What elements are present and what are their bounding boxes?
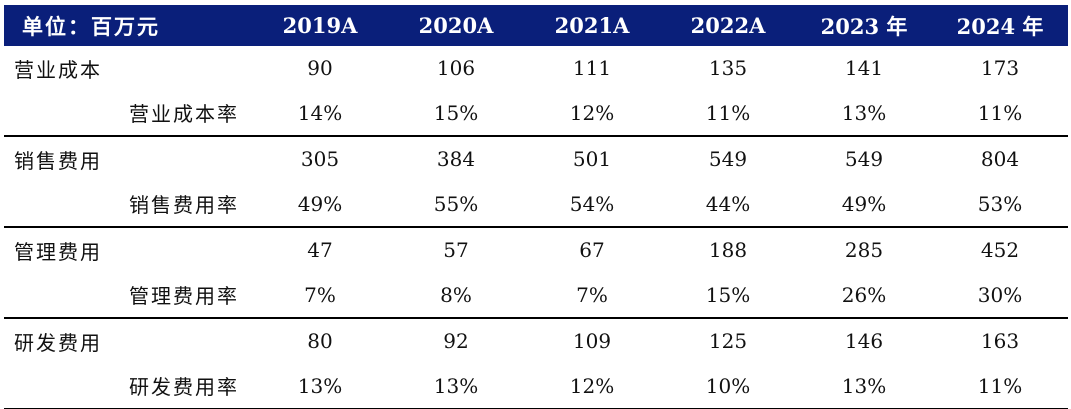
table-row: 管理费用 47 57 67 188 285 452 bbox=[4, 226, 1068, 273]
table-cell: 26% bbox=[841, 282, 887, 307]
table-cell: 15% bbox=[433, 100, 479, 125]
table-cell: 47 bbox=[252, 226, 388, 273]
table-cell: 804 bbox=[932, 135, 1068, 182]
row-label: 销售费用率 bbox=[129, 193, 239, 218]
row-label: 研发费用率 bbox=[4, 363, 252, 409]
table-cell: 90 bbox=[307, 56, 333, 81]
table-cell: 14% bbox=[297, 100, 343, 125]
table-cell: 57 bbox=[388, 226, 524, 273]
table-cell: 125 bbox=[660, 317, 796, 364]
header-year: 2022A bbox=[690, 13, 766, 38]
header-unit: 单位：百万元 bbox=[22, 13, 160, 39]
table-cell: 7% bbox=[576, 282, 608, 307]
header-year: 2020A bbox=[418, 13, 494, 38]
table-cell: 49% bbox=[841, 191, 887, 216]
header-year: 2024 年 bbox=[956, 13, 1044, 39]
table-cell: 49% bbox=[297, 191, 343, 216]
expense-table: 单位：百万元 2019A 2020A 2021A 2022A 2023 年 20… bbox=[4, 5, 1068, 409]
table-cell: 285 bbox=[796, 226, 932, 273]
table-row: 销售费用率 49% 55% 54% 44% 49% 53% bbox=[4, 182, 1068, 228]
table-cell: 135 bbox=[708, 56, 748, 81]
table-row: 管理费用率 7% 8% 7% 15% 26% 30% bbox=[4, 273, 1068, 319]
table-row: 销售费用 305 384 501 549 549 804 bbox=[4, 135, 1068, 182]
table-cell: 53% bbox=[977, 191, 1023, 216]
table-cell: 8% bbox=[440, 282, 472, 307]
table-cell: 106 bbox=[436, 56, 476, 81]
table-cell: 549 bbox=[796, 135, 932, 182]
row-label: 管理费用 bbox=[4, 226, 252, 273]
header-year: 2023 年 bbox=[820, 13, 908, 39]
table-cell: 13% bbox=[796, 363, 932, 409]
table-row: 研发费用 80 92 109 125 146 163 bbox=[4, 317, 1068, 364]
table-cell: 109 bbox=[524, 317, 660, 364]
table-cell: 13% bbox=[252, 363, 388, 409]
table-cell: 501 bbox=[524, 135, 660, 182]
table-cell: 173 bbox=[980, 56, 1020, 81]
table-cell: 7% bbox=[304, 282, 336, 307]
table-cell: 188 bbox=[660, 226, 796, 273]
header-year: 2021A bbox=[554, 13, 630, 38]
row-label: 销售费用 bbox=[4, 135, 252, 182]
table-cell: 44% bbox=[705, 191, 751, 216]
table-cell: 55% bbox=[433, 191, 479, 216]
table-cell: 11% bbox=[932, 363, 1068, 409]
table-header-row: 单位：百万元 2019A 2020A 2021A 2022A 2023 年 20… bbox=[4, 5, 1068, 46]
table-cell: 163 bbox=[932, 317, 1068, 364]
table-cell: 80 bbox=[252, 317, 388, 364]
table-cell: 10% bbox=[660, 363, 796, 409]
table-cell: 141 bbox=[844, 56, 884, 81]
table-cell: 452 bbox=[932, 226, 1068, 273]
table-row: 研发费用率 13% 13% 12% 10% 13% 11% bbox=[4, 363, 1068, 409]
table-cell: 13% bbox=[841, 100, 887, 125]
table-cell: 15% bbox=[705, 282, 751, 307]
table-cell: 12% bbox=[569, 100, 615, 125]
table-cell: 384 bbox=[388, 135, 524, 182]
table-cell: 549 bbox=[660, 135, 796, 182]
table-cell: 111 bbox=[572, 56, 612, 81]
table-row: 营业成本 90 106 111 135 141 173 bbox=[4, 46, 1068, 91]
table-cell: 13% bbox=[388, 363, 524, 409]
table-cell: 67 bbox=[524, 226, 660, 273]
row-label: 营业成本 bbox=[14, 57, 102, 82]
table-cell: 54% bbox=[569, 191, 615, 216]
row-label: 营业成本率 bbox=[129, 102, 239, 127]
header-year: 2019A bbox=[282, 13, 358, 38]
table-cell: 146 bbox=[796, 317, 932, 364]
table-cell: 12% bbox=[524, 363, 660, 409]
table-row: 营业成本率 14% 15% 12% 11% 13% 11% bbox=[4, 91, 1068, 137]
table-cell: 305 bbox=[252, 135, 388, 182]
row-label: 研发费用 bbox=[4, 317, 252, 364]
table-cell: 11% bbox=[705, 100, 751, 125]
table-cell: 30% bbox=[977, 282, 1023, 307]
table-cell: 92 bbox=[388, 317, 524, 364]
table-cell: 11% bbox=[977, 100, 1023, 125]
row-label: 管理费用率 bbox=[129, 284, 239, 309]
